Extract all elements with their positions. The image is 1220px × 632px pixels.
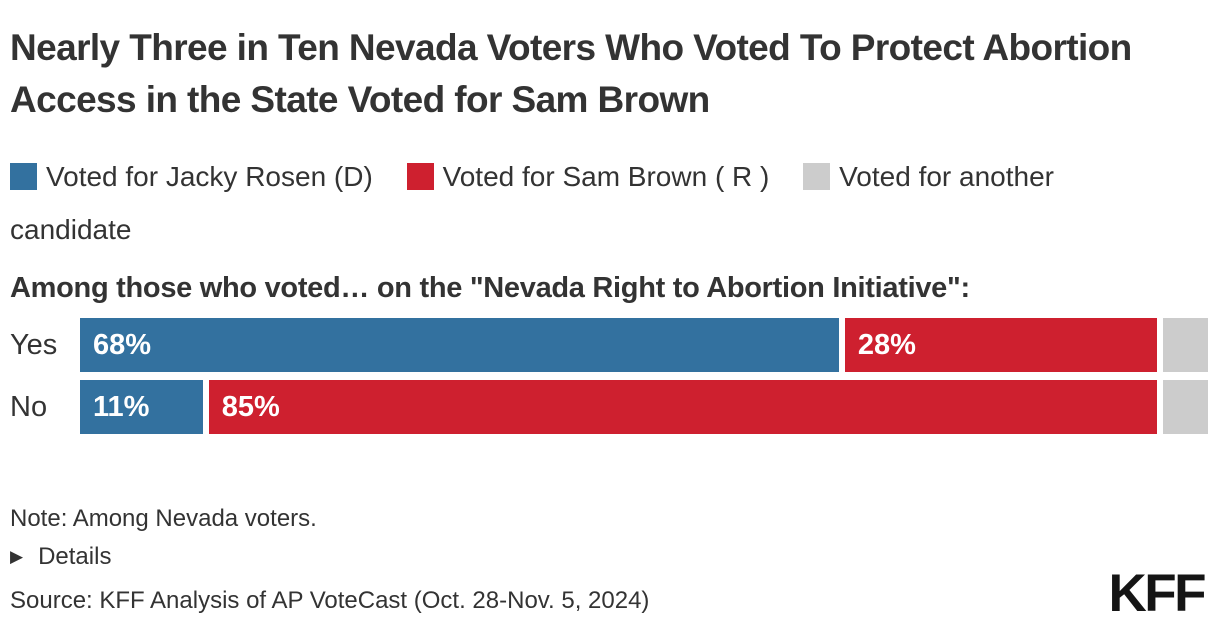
chart-source: Source: KFF Analysis of AP VoteCast (Oct… bbox=[10, 587, 650, 614]
details-expander[interactable]: ▶ Details bbox=[10, 542, 111, 572]
bar-track: 11% 85% bbox=[80, 380, 1208, 434]
legend-swatch-icon bbox=[803, 163, 831, 190]
legend-item: Voted for Sam Brown ( R ) bbox=[406, 161, 770, 192]
bar-row: No 11% 85% bbox=[10, 380, 1208, 434]
legend-label: Voted for Sam Brown ( R ) bbox=[442, 161, 770, 192]
bar-segment bbox=[1163, 318, 1208, 372]
bar-value-label: 28% bbox=[857, 328, 916, 361]
chart-question: Among those who voted… on the "Nevada Ri… bbox=[10, 272, 970, 304]
bar-segment: 68% bbox=[80, 318, 839, 372]
legend: Voted for Jacky Rosen (D) Voted for Sam … bbox=[10, 150, 1195, 256]
bar-chart: Yes 68% 28% No 11% 85% bbox=[10, 318, 1208, 434]
row-label: No bbox=[10, 390, 48, 423]
legend-swatch-icon bbox=[10, 163, 37, 190]
legend-label: Voted for Jacky Rosen (D) bbox=[46, 161, 373, 192]
chart-note: Note: Among Nevada voters. bbox=[10, 505, 317, 532]
bar-value-label: 85% bbox=[221, 390, 280, 423]
details-label: Details bbox=[38, 543, 112, 570]
bar-row: Yes 68% 28% bbox=[10, 318, 1208, 372]
bar-segment: 11% bbox=[80, 380, 203, 434]
bar-segment bbox=[1163, 380, 1208, 434]
bar-segment: 85% bbox=[208, 380, 1158, 434]
chart-card: Nearly Three in Ten Nevada Voters Who Vo… bbox=[10, 27, 1208, 616]
expander-triangle-icon: ▶ bbox=[10, 547, 24, 566]
legend-swatch-icon bbox=[406, 163, 434, 190]
chart-footer: Note: Among Nevada voters. ▶ Details Sou… bbox=[10, 504, 1208, 616]
bar-segment: 28% bbox=[844, 318, 1158, 372]
bar-track: 68% 28% bbox=[80, 318, 1208, 372]
legend-item: Voted for Jacky Rosen (D) bbox=[10, 161, 373, 192]
legend-label: Voted for another candidate bbox=[10, 161, 1054, 245]
bar-value-label: 68% bbox=[93, 328, 152, 361]
chart-title: Nearly Three in Ten Nevada Voters Who Vo… bbox=[10, 27, 1132, 120]
kff-logo: KFF bbox=[1108, 564, 1206, 623]
legend-item: Voted for another candidate bbox=[10, 161, 1054, 245]
row-label: Yes bbox=[10, 328, 58, 361]
bar-value-label: 11% bbox=[93, 390, 150, 423]
